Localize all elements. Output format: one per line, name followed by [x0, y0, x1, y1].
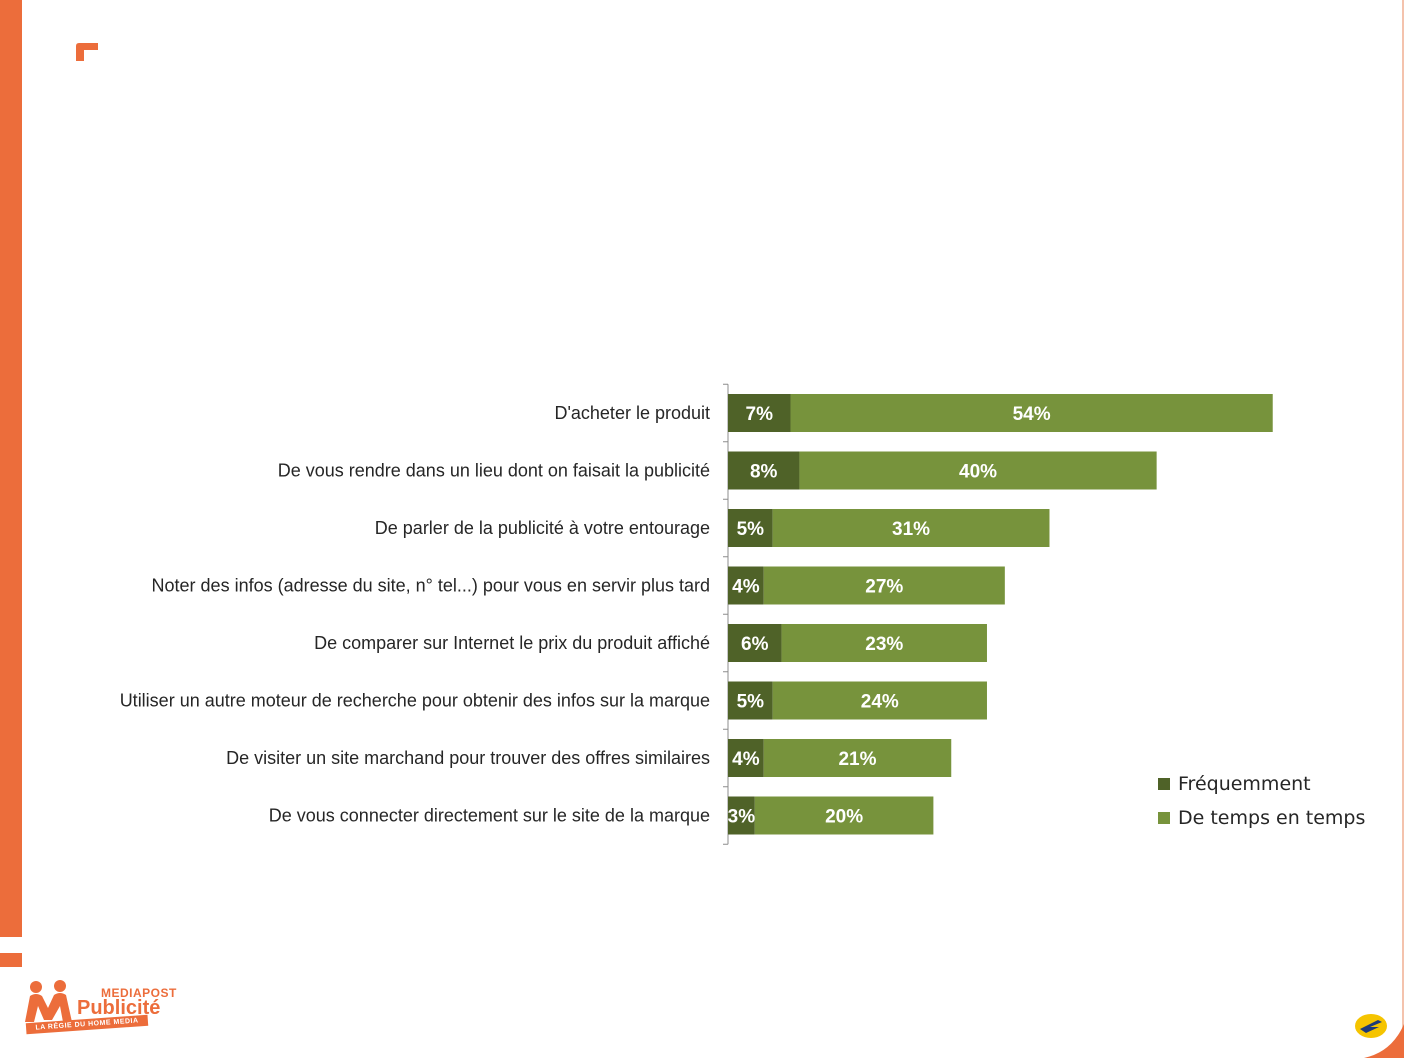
data-label: 5%: [737, 519, 765, 540]
data-label: 7%: [746, 404, 774, 425]
data-label: 4%: [732, 577, 760, 598]
legend-item-frequemment: Fréquemment: [1158, 767, 1365, 801]
legend-label-de-temps-en-temps: De temps en temps: [1178, 807, 1366, 829]
bar-frequemment: [728, 796, 755, 835]
data-label: 8%: [750, 462, 778, 483]
category-label: De vous rendre dans un lieu dont on fais…: [278, 461, 710, 481]
category-label: D'acheter le produit: [554, 403, 710, 423]
legend-item-de-temps-en-temps: De temps en temps: [1158, 801, 1365, 835]
category-label: De parler de la publicité à votre entour…: [375, 518, 710, 538]
logo-wordmark: Publicité: [77, 997, 161, 1019]
mediapost-logo: MEDIAPOST Publicité LA RÉGIE DU HOME MED…: [22, 978, 176, 1038]
data-label: 27%: [865, 577, 903, 598]
data-label: 23%: [865, 634, 903, 655]
stacked-bar-chart: D'acheter le produit 7% 54% De vous rendre …: [120, 383, 1273, 845]
page-corner-icon: [1364, 1024, 1404, 1058]
legend-swatch-de-temps-en-temps: [1158, 812, 1170, 824]
bar-frequemment: [728, 624, 782, 662]
category-label: Utiliser un autre moteur de recherche po…: [120, 691, 710, 711]
bar-frequemment: [728, 739, 764, 777]
category-label: Noter des infos (adresse du site, n° tel…: [152, 576, 710, 596]
bar-de-temps-en-temps: [763, 566, 1005, 605]
left-accent-chip: [0, 953, 22, 967]
chart-legend: Fréquemment De temps en temps: [1158, 767, 1365, 835]
bar-de-temps-en-temps: [772, 509, 1050, 547]
data-label: 4%: [732, 749, 760, 770]
bar-frequemment: [728, 509, 773, 547]
left-accent-bar: [0, 0, 22, 937]
bar-de-temps-en-temps: [772, 681, 987, 720]
data-label: 31%: [892, 519, 930, 540]
legend-label-frequemment: Fréquemment: [1178, 773, 1311, 795]
bar-frequemment: [728, 451, 800, 490]
right-edge-line: [1402, 0, 1404, 1058]
data-label: 24%: [861, 692, 899, 713]
data-label: 20%: [825, 807, 863, 828]
bar-frequemment: [728, 566, 764, 605]
category-label: De visiter un site marchand pour trouver…: [226, 748, 710, 768]
bar-de-temps-en-temps: [799, 451, 1157, 490]
bar-de-temps-en-temps: [754, 796, 934, 835]
category-label: De comparer sur Internet le prix du prod…: [314, 633, 710, 653]
data-label: 21%: [838, 749, 876, 770]
mediapost-figures-icon: [25, 980, 72, 1022]
data-label: 40%: [959, 462, 997, 483]
data-label: 6%: [741, 634, 769, 655]
bar-de-temps-en-temps: [790, 394, 1273, 432]
corner-mark-icon: [76, 43, 98, 61]
bar-frequemment: [728, 681, 773, 720]
bar-frequemment: [728, 394, 791, 432]
data-label: 54%: [1013, 404, 1051, 425]
category-label: De vous connecter directement sur le sit…: [269, 806, 710, 826]
data-label: 5%: [737, 692, 765, 713]
logo-wordmark-top: MEDIAPOST: [101, 986, 177, 1000]
legend-swatch-frequemment: [1158, 778, 1170, 790]
bar-de-temps-en-temps: [781, 624, 987, 662]
bar-de-temps-en-temps: [763, 739, 952, 777]
la-poste-logo-icon: [1355, 1014, 1387, 1038]
data-label: 3%: [728, 807, 756, 828]
